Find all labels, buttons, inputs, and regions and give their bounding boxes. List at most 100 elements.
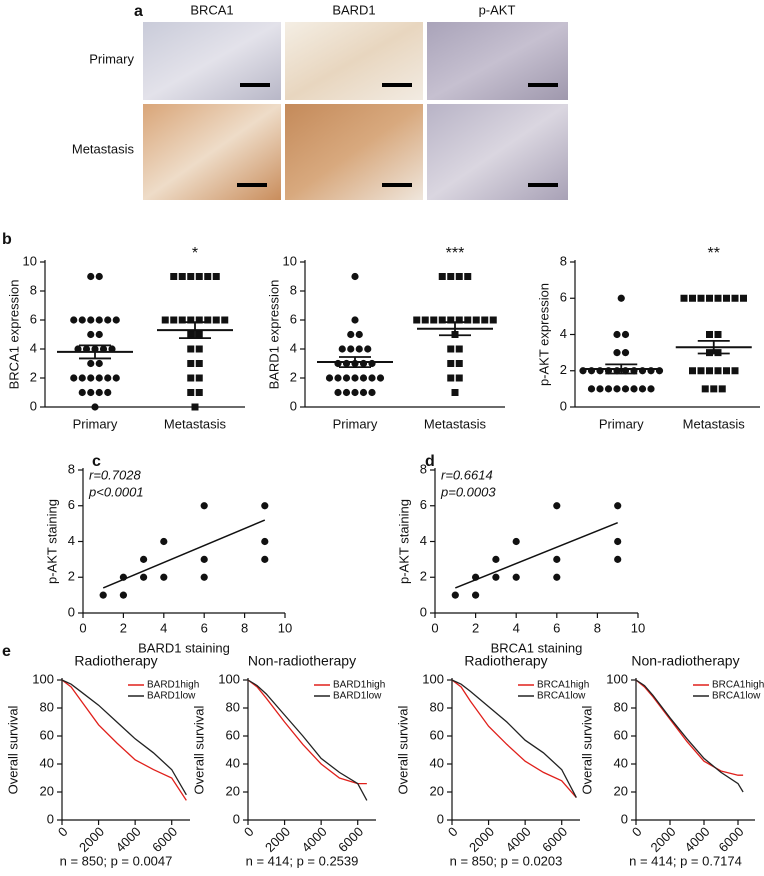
x-tick-label: 0 — [629, 824, 645, 840]
survival-curve — [635, 679, 744, 793]
y-axis-label: p-AKT staining — [44, 499, 59, 584]
chart-title: Radiotherapy — [464, 653, 547, 669]
x-axis-label: BRCA1 staining — [491, 640, 583, 655]
panel-label: e — [2, 643, 11, 660]
y-tick-label: 100 — [422, 671, 444, 686]
dot — [351, 272, 359, 281]
x-tick-label: 2 — [472, 620, 479, 635]
dot — [447, 360, 455, 367]
dot — [617, 294, 625, 302]
survival-curve — [61, 679, 187, 801]
dot — [351, 374, 359, 382]
sem-bar — [79, 344, 111, 360]
y-tick-label: 0 — [420, 604, 427, 619]
dot — [87, 316, 95, 324]
dot — [95, 272, 103, 281]
dot — [613, 385, 621, 393]
y-tick-label: 8 — [68, 461, 75, 476]
annotation: p<0.0001 — [88, 484, 144, 499]
dot — [447, 345, 455, 353]
x-tick-label: 0 — [55, 824, 71, 840]
survival-curve — [61, 679, 187, 796]
significance: * — [192, 245, 198, 262]
note: n = 414; p = 0.2539 — [246, 853, 359, 868]
dot — [342, 374, 351, 382]
chart-title: Non-radiotherapy — [631, 653, 739, 669]
dot — [342, 359, 351, 368]
x-tick-label: 4 — [513, 620, 520, 635]
dot — [334, 388, 342, 397]
y-tick-label: 80 — [226, 699, 240, 714]
dot — [680, 294, 688, 302]
point — [614, 555, 622, 563]
dot — [355, 330, 363, 339]
dot — [364, 345, 372, 353]
point — [614, 537, 622, 546]
significance: ** — [708, 245, 720, 262]
annotation: r=0.6614 — [441, 467, 493, 482]
dot — [112, 374, 120, 382]
dot — [70, 316, 78, 324]
dot — [731, 294, 739, 302]
panel-label: d — [425, 453, 435, 470]
dot — [74, 345, 82, 353]
dot — [221, 316, 229, 324]
dot — [87, 388, 95, 397]
dot — [95, 359, 103, 368]
y-axis-label: Overall survival — [395, 705, 410, 794]
y-tick-label: 4 — [420, 533, 427, 548]
y-tick-label: 4 — [560, 326, 567, 341]
y-tick-label: 60 — [226, 727, 240, 742]
annotation: p=0.0003 — [440, 484, 496, 499]
dot — [464, 273, 472, 280]
point — [492, 573, 500, 581]
y-tick-label: 4 — [290, 340, 297, 355]
dot — [347, 330, 355, 339]
point — [200, 502, 208, 510]
dot — [334, 359, 342, 368]
y-tick-label: 40 — [430, 755, 444, 770]
dot — [421, 316, 429, 324]
point — [553, 573, 561, 581]
y-tick-label: 2 — [560, 362, 567, 377]
y-tick-label: 100 — [218, 671, 240, 686]
point — [140, 573, 148, 581]
x-tick-label: Primary — [599, 416, 644, 431]
y-axis-label: BARD1 expression — [266, 280, 281, 390]
dot — [104, 316, 112, 324]
row-label: Metastasis — [72, 141, 135, 156]
dot — [359, 388, 368, 397]
column-label: p-AKT — [479, 2, 516, 17]
dot — [187, 331, 195, 338]
dot — [161, 316, 169, 324]
dot — [587, 385, 596, 393]
point — [472, 591, 480, 599]
dot — [87, 359, 95, 368]
y-tick-label: 60 — [430, 727, 444, 742]
dot — [621, 330, 630, 339]
y-axis-label: Overall survival — [191, 705, 206, 794]
dot — [195, 374, 203, 382]
x-tick-label: 2000 — [262, 824, 293, 855]
survival-curve — [247, 679, 368, 801]
x-tick-label: 4000 — [503, 824, 534, 855]
dot — [368, 374, 376, 382]
chart: 0 20 40 60 80 100 Overall survival 0 2000 4000 600… — [5, 653, 199, 869]
chart: 0 2 4 6 8 p-AKT staining 0 2 4 6 8 10 BARD1 staining… — [44, 461, 292, 655]
sem-bar — [605, 363, 638, 375]
legend-label: BARD1high — [333, 680, 385, 691]
y-tick-label: 6 — [420, 497, 427, 512]
y-axis-label: p-AKT staining — [396, 499, 411, 584]
image — [285, 22, 423, 100]
dot — [187, 389, 195, 396]
dot — [204, 273, 212, 280]
y-tick-label: 2 — [30, 369, 37, 384]
dot — [187, 316, 195, 324]
legend-label: BARD1high — [147, 680, 199, 691]
dot — [706, 367, 713, 375]
dot — [455, 345, 463, 353]
survival-curve — [247, 679, 367, 785]
y-tick-label: 6 — [290, 311, 297, 326]
dot — [451, 389, 459, 396]
dot — [630, 385, 638, 393]
